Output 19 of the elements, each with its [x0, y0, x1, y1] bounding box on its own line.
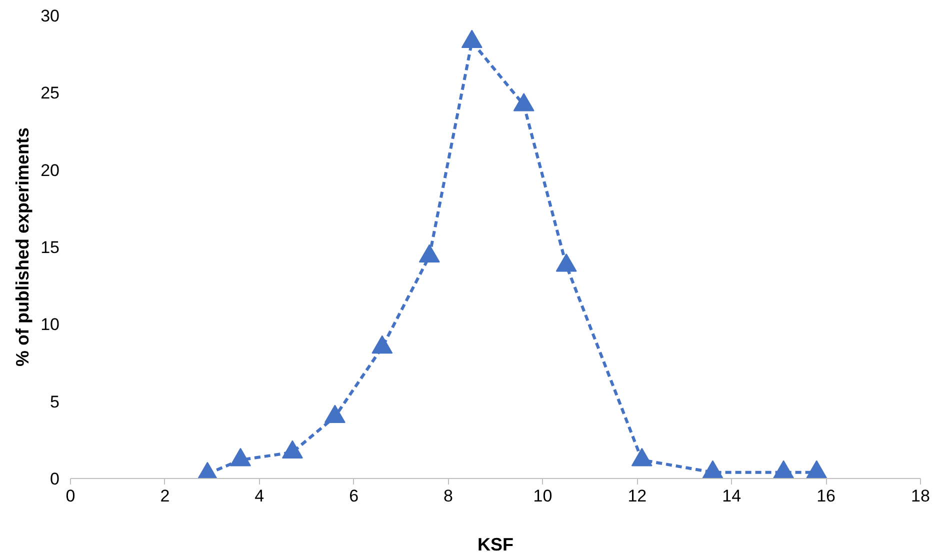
- x-tick-label: 10: [533, 486, 552, 506]
- y-axis-title: % of published experiments: [12, 127, 33, 367]
- y-tick-label: 30: [40, 6, 60, 26]
- y-tick-label: 5: [50, 392, 60, 412]
- x-tick-label: 16: [816, 486, 836, 506]
- x-tick-label: 18: [911, 486, 930, 506]
- y-tick-label: 0: [50, 470, 60, 488]
- x-axis-title: KSF: [478, 534, 514, 554]
- x-tick-label: 12: [628, 486, 647, 506]
- x-tick-label: 14: [722, 486, 742, 506]
- y-tick-label: 15: [40, 238, 60, 257]
- y-tick-label: 20: [40, 160, 60, 180]
- y-tick-label: 25: [40, 84, 60, 103]
- x-tick-label: 2: [160, 486, 170, 506]
- x-tick-label: 0: [66, 486, 76, 506]
- x-tick-label: 4: [254, 486, 264, 506]
- y-tick-label: 10: [40, 315, 60, 334]
- x-tick-label: 8: [444, 486, 454, 506]
- x-tick-label: 6: [349, 486, 359, 506]
